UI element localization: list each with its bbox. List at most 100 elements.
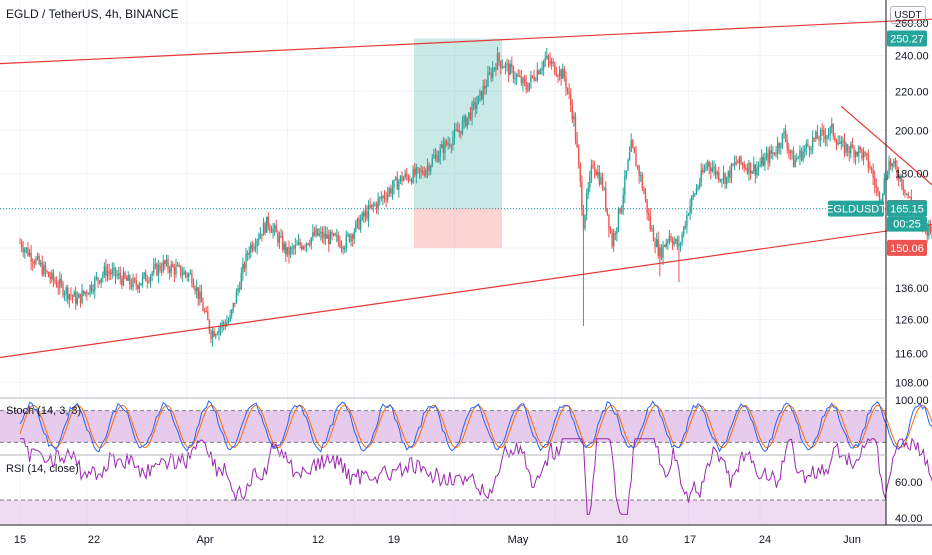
candle-body bbox=[689, 206, 691, 215]
candle-body bbox=[746, 168, 749, 174]
time-tick-label: 10 bbox=[616, 534, 628, 546]
candle-body bbox=[170, 264, 172, 273]
last-price-tag-bg bbox=[887, 200, 927, 217]
candle-body bbox=[336, 235, 338, 237]
candle-body bbox=[527, 89, 529, 91]
candle-body bbox=[823, 130, 825, 136]
price-tick-label: 108.00 bbox=[895, 378, 929, 390]
candle-body bbox=[620, 206, 623, 213]
candle-body bbox=[525, 81, 527, 90]
candle-body bbox=[768, 150, 771, 163]
candle-body bbox=[464, 116, 467, 127]
candle-body bbox=[351, 235, 354, 239]
candle-body bbox=[391, 187, 394, 194]
candle-body bbox=[180, 265, 182, 276]
candle-body bbox=[407, 176, 410, 181]
candle-body bbox=[573, 115, 575, 120]
candle-body bbox=[162, 260, 164, 271]
long-position-tool[interactable] bbox=[0, 38, 886, 248]
candle-body bbox=[816, 131, 819, 140]
candle-body bbox=[145, 272, 147, 282]
currency-button[interactable]: USDT bbox=[890, 6, 926, 24]
candle-body bbox=[633, 147, 636, 154]
candle-body bbox=[450, 145, 453, 147]
target-price-tag: 250.27 bbox=[890, 33, 924, 45]
candle-body bbox=[727, 170, 729, 177]
candle-body bbox=[549, 59, 551, 64]
candle-body bbox=[98, 280, 101, 283]
candle-body bbox=[151, 272, 153, 276]
candle-body bbox=[348, 234, 351, 242]
candle-body bbox=[477, 95, 480, 105]
candle-body bbox=[881, 193, 884, 202]
candle-body bbox=[536, 70, 538, 81]
candle-body bbox=[442, 144, 445, 154]
candle-body bbox=[784, 130, 787, 141]
candle-body bbox=[210, 331, 212, 340]
candle-body bbox=[568, 90, 570, 94]
candle-body bbox=[369, 205, 371, 208]
candle-body bbox=[663, 244, 666, 247]
candle-body bbox=[332, 233, 335, 235]
candle-body bbox=[581, 181, 583, 210]
candle-body bbox=[337, 235, 340, 242]
time-tick-label: Apr bbox=[196, 534, 213, 546]
candle-body bbox=[601, 177, 604, 189]
candle-body bbox=[512, 67, 515, 79]
candle-body bbox=[638, 166, 640, 176]
candle-body bbox=[773, 152, 776, 155]
candle-body bbox=[909, 196, 911, 198]
candle-body bbox=[20, 242, 23, 249]
candle-body bbox=[328, 234, 330, 245]
candle-body bbox=[84, 292, 86, 294]
candle-body bbox=[103, 266, 106, 275]
time-tick-label: 12 bbox=[312, 534, 324, 546]
candle-body bbox=[862, 152, 865, 159]
candle-body bbox=[856, 152, 858, 156]
candle-body bbox=[753, 164, 755, 172]
candle-body bbox=[331, 231, 333, 235]
candle-body bbox=[67, 287, 69, 300]
candle-body bbox=[429, 165, 432, 172]
candle-body bbox=[796, 158, 798, 160]
candle-body bbox=[238, 288, 241, 290]
candle-body bbox=[702, 170, 704, 173]
candle-body bbox=[452, 137, 454, 146]
candle-body bbox=[842, 140, 844, 142]
candle-body bbox=[25, 247, 28, 250]
candle-body bbox=[706, 161, 709, 167]
candle-body bbox=[802, 151, 804, 160]
candle-body bbox=[555, 73, 558, 76]
candle-body bbox=[160, 270, 163, 272]
candle-body bbox=[530, 75, 532, 83]
candle-body bbox=[127, 275, 129, 281]
time-tick-label: 15 bbox=[14, 534, 26, 546]
candle-body bbox=[690, 196, 693, 207]
candle-body bbox=[78, 293, 80, 299]
candle-body bbox=[848, 151, 850, 154]
candle-body bbox=[764, 157, 766, 166]
candle-body bbox=[651, 228, 653, 230]
candle-body bbox=[353, 231, 355, 239]
candle-body bbox=[68, 294, 71, 300]
candle-body bbox=[130, 284, 133, 288]
candle-body bbox=[468, 112, 470, 118]
candle-body bbox=[748, 162, 750, 174]
candle-body bbox=[928, 223, 930, 236]
candle-body bbox=[421, 170, 424, 174]
candle-body bbox=[75, 292, 77, 305]
trendlines[interactable] bbox=[0, 4, 932, 375]
candle-body bbox=[487, 73, 489, 87]
candle-body bbox=[232, 302, 234, 310]
candle-body bbox=[266, 216, 268, 233]
candle-body bbox=[878, 192, 881, 209]
candle-body bbox=[896, 166, 898, 175]
candle-body bbox=[383, 195, 386, 199]
candle-body bbox=[208, 320, 211, 332]
candle-body bbox=[366, 211, 368, 219]
candle-body bbox=[671, 240, 674, 245]
candle-body bbox=[528, 82, 531, 91]
candle-body bbox=[902, 186, 905, 190]
